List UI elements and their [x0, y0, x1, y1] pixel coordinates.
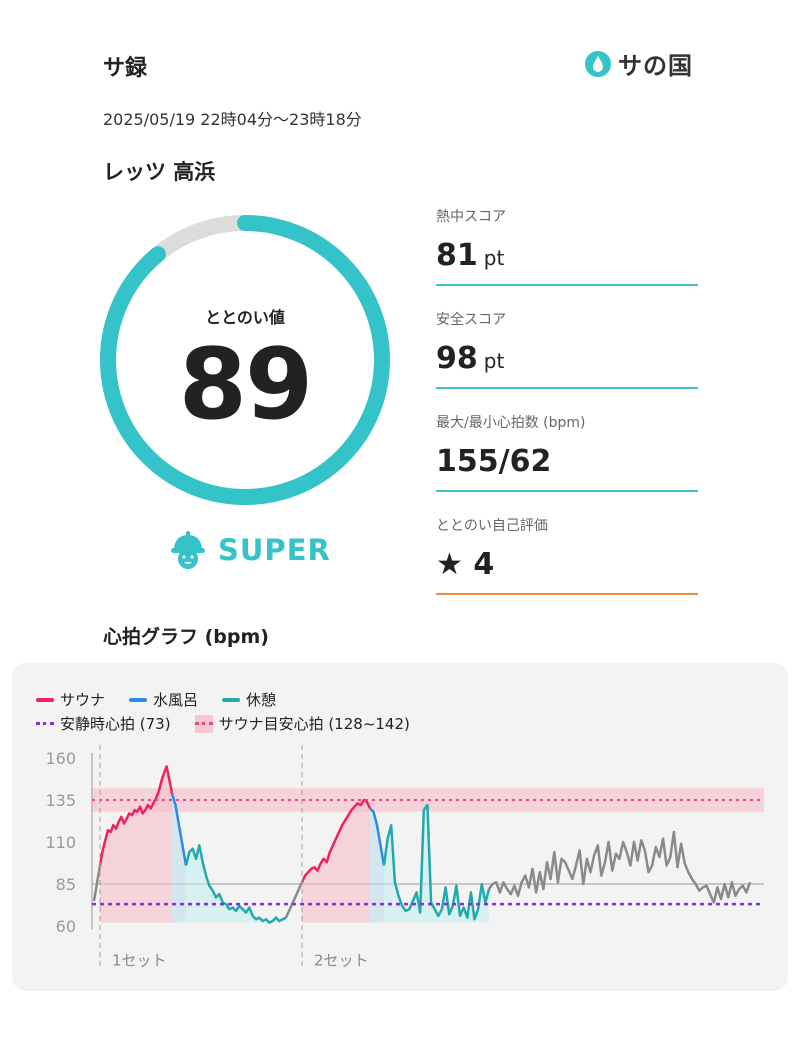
- series-line: [369, 807, 386, 866]
- score-value: 81 pt: [436, 238, 504, 273]
- app-title: サ録: [103, 56, 148, 81]
- logo-text: サの国: [618, 52, 693, 80]
- score-unit: pt: [483, 246, 505, 270]
- score-divider: [436, 284, 698, 286]
- score-label: ととのい自己評価: [436, 518, 548, 534]
- legend-swatch-target: [194, 714, 213, 733]
- other-series-line: [284, 881, 304, 919]
- set-label: 1セット: [112, 951, 167, 969]
- score-number: 81: [436, 238, 478, 273]
- score-label: 熱中スコア: [436, 209, 506, 225]
- legend-label-target: サウナ目安心拍 (128~142): [218, 715, 410, 733]
- y-tick-label: 60: [56, 917, 76, 936]
- other-series-line: [92, 865, 102, 902]
- brand-logo: サの国: [584, 46, 693, 81]
- series-line: [300, 798, 372, 883]
- gauge-label: ととのい値: [205, 308, 285, 327]
- score-label: 安全スコア: [436, 312, 506, 328]
- legend-label-water: 水風呂: [153, 691, 199, 709]
- score-number: 98: [436, 341, 478, 376]
- legend-swatch-rest: [222, 697, 241, 702]
- area-fill: [172, 793, 186, 923]
- series-line: [184, 844, 287, 924]
- legend-label-sauna: サウナ: [60, 691, 106, 709]
- legend-resting-hr: 安静時心拍 (73): [36, 713, 171, 734]
- legend-water: 水風呂: [129, 689, 198, 710]
- area-fill: [302, 800, 370, 923]
- sauna-hat-mascot-icon: [171, 531, 205, 569]
- legend-row-2: 安静時心拍 (73) サウナ目安心拍 (128~142): [36, 713, 434, 734]
- legend-swatch-resting: [36, 722, 54, 725]
- rank-badge: SUPER: [170, 530, 331, 570]
- graph-title: 心拍グラフ (bpm): [103, 626, 269, 648]
- gauge-value: 89: [178, 328, 313, 442]
- heart-rate-chart: 160 135 110 85 60 1セット 2セット: [45, 745, 764, 969]
- legend-swatch-water: [129, 697, 148, 702]
- heart-rate-chart-card: サウナ 水風呂 休憩 安静時心拍 (73) サウナ目安心拍 (128~142) …: [12, 663, 788, 991]
- area-fill: [100, 766, 172, 923]
- totonoi-gauge: [100, 215, 390, 505]
- score-value: 98 pt: [436, 341, 504, 376]
- drop-icon: [585, 50, 611, 77]
- legend-sauna: サウナ: [36, 689, 105, 710]
- y-tick-label: 85: [56, 875, 76, 894]
- score-label: 最大/最小心拍数 (bpm): [436, 415, 586, 431]
- legend-target-hr: サウナ目安心拍 (128~142): [194, 713, 410, 734]
- other-series-line: [487, 830, 752, 904]
- legend-row-1: サウナ 水風呂 休憩: [36, 689, 300, 710]
- legend-rest: 休憩: [222, 689, 276, 710]
- score-divider: [436, 387, 698, 389]
- y-tick-label: 110: [45, 833, 76, 852]
- score-number: ★ 4: [436, 547, 495, 582]
- series-line: [382, 803, 491, 921]
- legend-label-resting: 安静時心拍 (73): [60, 715, 171, 733]
- facility-name: レッツ 高浜: [103, 160, 216, 184]
- series-line: [170, 792, 188, 866]
- y-tick-label: 160: [45, 749, 76, 768]
- legend-label-rest: 休憩: [246, 691, 277, 709]
- session-datetime: 2025/05/19 22時04分〜23時18分: [103, 110, 362, 129]
- series-line: [98, 765, 174, 866]
- score-value: ★ 4: [436, 547, 494, 582]
- set-label: 2セット: [314, 951, 369, 969]
- score-divider: [436, 490, 698, 492]
- area-fill: [186, 845, 286, 923]
- score-value: 155/62: [436, 444, 551, 479]
- legend-swatch-sauna: [36, 697, 54, 702]
- score-unit: pt: [483, 349, 505, 373]
- score-divider: [436, 593, 698, 595]
- y-tick-label: 135: [45, 791, 76, 810]
- gauge-arc: [100, 215, 390, 505]
- score-number: 155/62: [436, 444, 552, 479]
- area-fill: [370, 808, 384, 923]
- rank-label: SUPER: [218, 533, 331, 567]
